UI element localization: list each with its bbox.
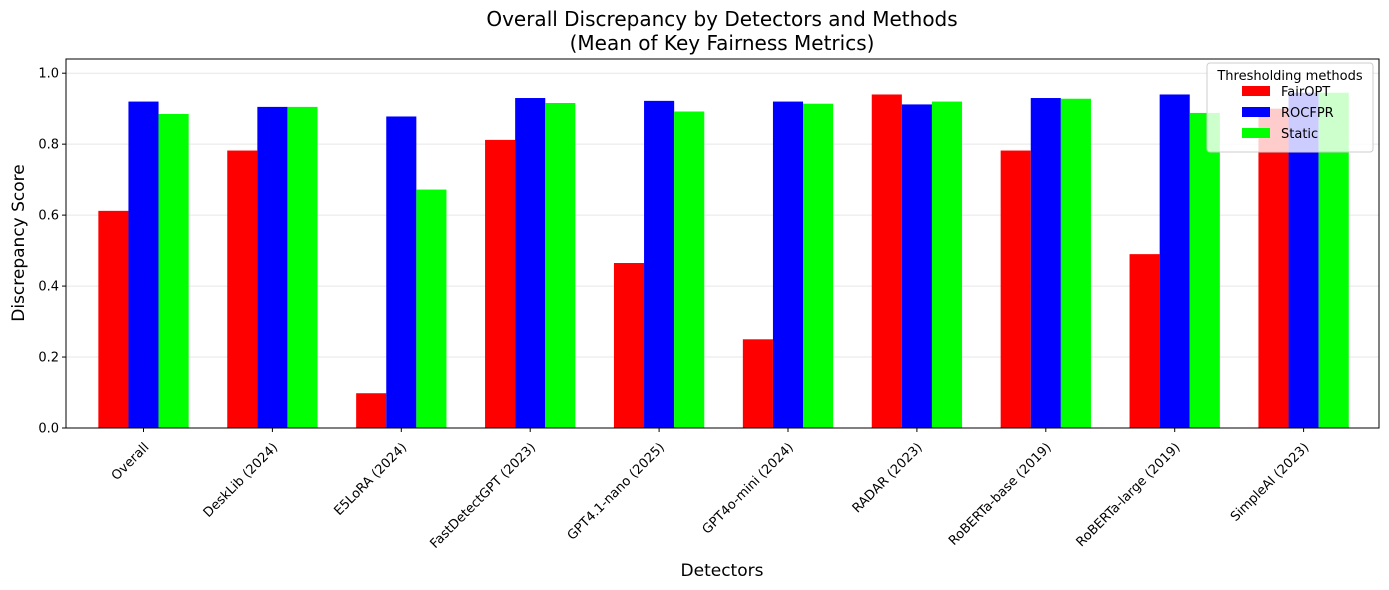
bar-static-2 bbox=[416, 189, 447, 428]
plot-frame bbox=[65, 58, 1380, 429]
bar-rocfpr-4 bbox=[644, 100, 675, 428]
chart-title-line-1: Overall Discrepancy by Detectors and Met… bbox=[486, 7, 957, 31]
bar-fairopt-4 bbox=[613, 263, 645, 428]
legend-swatch-fairopt bbox=[1242, 86, 1270, 96]
bar-rocfpr-8 bbox=[1159, 94, 1190, 428]
bar-rocfpr-7 bbox=[1030, 98, 1061, 429]
legend-swatch-static bbox=[1242, 128, 1270, 138]
y-tick-label: 0.0 bbox=[38, 422, 59, 437]
bar-fairopt-6 bbox=[871, 94, 902, 428]
bar-fairopt-9 bbox=[1258, 108, 1289, 428]
bar-static-4 bbox=[674, 111, 705, 428]
x-tick-label: GPT4.1-nano (2025) bbox=[565, 440, 668, 543]
x-tick-label: RoBERTa-large (2019) bbox=[1074, 440, 1184, 550]
y-tick-label: 1.0 bbox=[38, 67, 59, 82]
bar-rocfpr-1 bbox=[257, 106, 288, 428]
bar-fairopt-3 bbox=[485, 139, 516, 428]
bar-fairopt-1 bbox=[227, 150, 258, 428]
bar-static-5 bbox=[803, 103, 834, 428]
x-tick-label: DeskLib (2024) bbox=[201, 440, 281, 520]
bar-fairopt-8 bbox=[1129, 254, 1160, 428]
bar-static-0 bbox=[158, 113, 189, 429]
legend-label-rocfpr: ROCFPR bbox=[1281, 106, 1334, 121]
chart-title-line-2: (Mean of Key Fairness Metrics) bbox=[570, 31, 875, 55]
bar-fairopt-2 bbox=[356, 393, 387, 428]
bar-fairopt-0 bbox=[98, 210, 129, 428]
x-tick-label: GPT4o-mini (2024) bbox=[700, 440, 797, 537]
x-tick-label: E5LoRA (2024) bbox=[331, 440, 410, 519]
bar-static-3 bbox=[545, 102, 576, 428]
bar-static-1 bbox=[287, 106, 318, 428]
y-tick-label: 0.6 bbox=[38, 209, 59, 224]
x-tick-label: RoBERTa-base (2019) bbox=[946, 440, 1054, 548]
x-tick-label: FastDetectGPT (2023) bbox=[428, 440, 540, 552]
bar-rocfpr-6 bbox=[901, 104, 932, 429]
bar-rocfpr-0 bbox=[128, 101, 159, 429]
legend-label-static: Static bbox=[1281, 127, 1318, 142]
y-tick-label: 0.2 bbox=[38, 351, 59, 366]
bar-rocfpr-5 bbox=[772, 101, 804, 429]
bar-rocfpr-3 bbox=[515, 98, 546, 429]
x-axis-label: Detectors bbox=[681, 561, 764, 581]
y-axis-label: Discrepancy Score bbox=[9, 164, 29, 322]
y-tick-label: 0.8 bbox=[38, 138, 59, 153]
bar-static-6 bbox=[931, 101, 963, 429]
y-tick-label: 0.4 bbox=[38, 280, 59, 295]
x-tick-label: SimpleAI (2023) bbox=[1228, 440, 1312, 524]
bar-fairopt-5 bbox=[742, 339, 773, 428]
bar-rocfpr-2 bbox=[386, 116, 417, 428]
legend: Thresholding methods FairOPT ROCFPR Static bbox=[1206, 62, 1374, 153]
bar-static-7 bbox=[1060, 98, 1091, 428]
legend-swatch-rocfpr bbox=[1242, 107, 1270, 117]
x-tick-label: RADAR (2023) bbox=[850, 440, 926, 516]
x-tick-label: Overall bbox=[109, 440, 152, 483]
legend-label-fairopt: FairOPT bbox=[1281, 85, 1330, 100]
bar-fairopt-7 bbox=[1000, 150, 1031, 428]
legend-title: Thresholding methods bbox=[1216, 69, 1363, 84]
bar-static-8 bbox=[1189, 112, 1220, 428]
